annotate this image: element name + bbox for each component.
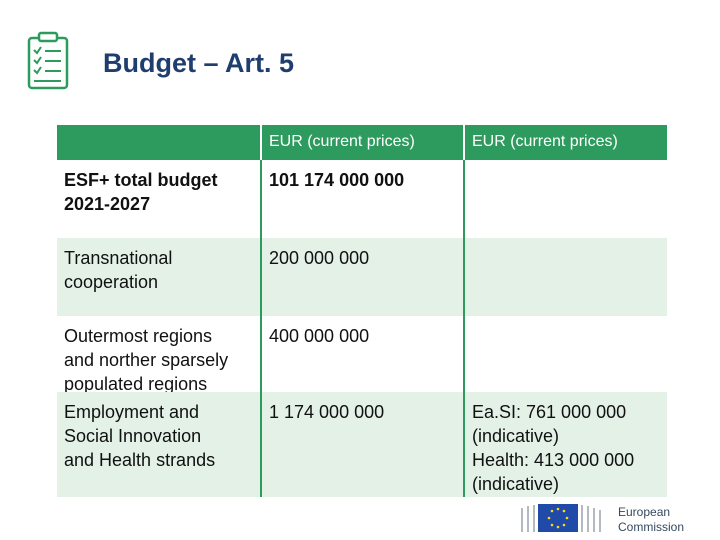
cell-text: Outermost regions [64,326,213,346]
table-cell: 400 000 000 [260,316,463,392]
table-cell: Outermost regions and norther sparsely pop… [57,316,260,394]
ec-logo [521,504,601,532]
header-row: EUR (current prices) EUR (current prices… [57,125,667,160]
cell-text: Transnational [64,248,173,268]
cell-text: cooperation [64,272,159,292]
cell-text: and Health strands [64,450,216,470]
table-row: Outermost regions and norther sparsely pop… [57,316,667,394]
table-row: Employment and Social Innovation and Healt… [57,392,667,497]
cell-text: Ea.SI: 761 000 000 [472,402,627,422]
cell-text: ESF+ total budget [64,170,218,190]
cell-text: 400 000 000 [269,326,370,346]
table-cell: 200 000 000 [260,238,463,316]
cell-text: Social Innovation [64,426,202,446]
table-row: ESF+ total budget 2021-2027 101 174 000 00… [57,160,667,238]
checklist-icon [27,31,69,90]
table-cell: Employment and Social Innovation and Healt… [57,392,260,497]
table-cell: Ea.SI: 761 000 000 (indicative) Health: 41… [463,392,667,497]
table-cell [463,238,667,316]
cell-text: 200 000 000 [269,248,370,268]
cell-text: 1 174 000 000 [269,402,385,422]
ec-logo-text: European Commission [618,505,698,535]
budget-table: EUR (current prices) EUR (current prices… [57,125,667,497]
table-cell: 101 174 000 000 [260,160,463,238]
cell-text: 2021-2027 [64,194,151,214]
cell-text: and norther sparsely [64,350,229,370]
table-cell: ESF+ total budget 2021-2027 [57,160,260,238]
cell-text: 101 174 000 000 [269,170,405,190]
logo-text-line: European [618,505,671,519]
table-row: Transnational cooperation 200 000 000 [57,238,667,316]
header-cell [57,125,260,160]
cell-text: populated regions [64,374,208,394]
cell-text: Employment and [64,402,200,422]
table-cell [463,160,667,238]
slide-title: Budget – Art. 5 [103,48,295,78]
table-cell: Transnational cooperation [57,238,260,316]
table-cell [463,316,667,392]
cell-text: (indicative) [472,426,560,446]
header-cell: EUR (current prices) [463,125,667,160]
logo-text-line: Commission [618,520,685,534]
cell-text: Health: 413 000 000 [472,450,635,470]
header-cell: EUR (current prices) [260,125,463,160]
cell-text: (indicative) [472,474,560,494]
table-cell: 1 174 000 000 [260,392,463,497]
